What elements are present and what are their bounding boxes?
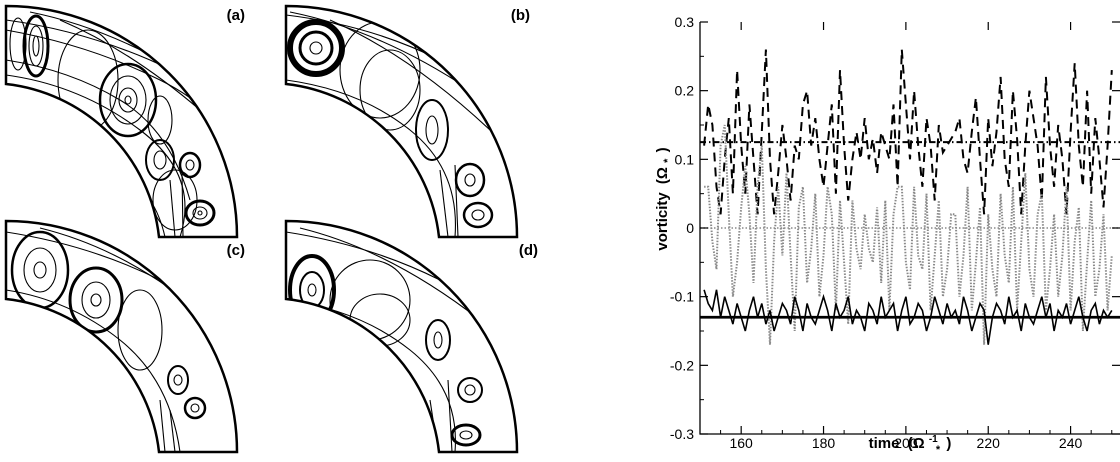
streamlines-a [6,11,229,237]
y-tick-label: -0.2 [670,357,694,373]
y-tick-label: 0 [686,220,694,236]
panel-label-d: (d) [519,242,538,259]
y-axis-label: vorticity (Ω * ) [654,147,675,250]
x-tick-label: 160 [729,435,753,451]
series-dashed-line [703,49,1113,215]
series-solid-line [703,289,1113,345]
streamline-panel-a: (a) [4,4,245,239]
panel-label-c: (c) [227,242,245,259]
streamlines-c [6,227,226,452]
streamline-panel-c: (c) [4,219,245,454]
y-tick-label: 0.3 [675,14,695,30]
x-tick-label: 200 [894,435,918,451]
y-tick-label: 0.2 [675,83,695,99]
vorticity-chart: 160 180 200 220 240 -0.3 -0.2 -0.1 0 0.1 0.2 0.3 ti… [654,14,1120,457]
x-tick-label: 240 [1059,435,1083,451]
y-tick-label: 0.1 [675,151,695,167]
streamlines-b [286,11,511,237]
y-tick-label: -0.3 [670,426,694,442]
x-axis-label: time (Ω -1 * ) [869,429,952,457]
series-layer [700,49,1120,345]
ticks: 160 180 200 220 240 -0.3 -0.2 -0.1 0 0.1 0.2 0.3 [670,14,1120,451]
streamline-panel-b: (b) [284,4,530,239]
streamline-panel-d: (d) [284,219,538,454]
series-dotted-line [704,124,1113,345]
x-tick-label: 220 [977,435,1001,451]
panel-label-a: (a) [227,7,245,24]
streamlines-d [286,227,511,452]
panel-label-b: (b) [511,7,530,24]
x-tick-label: 180 [812,435,836,451]
y-tick-label: -0.1 [670,289,694,305]
